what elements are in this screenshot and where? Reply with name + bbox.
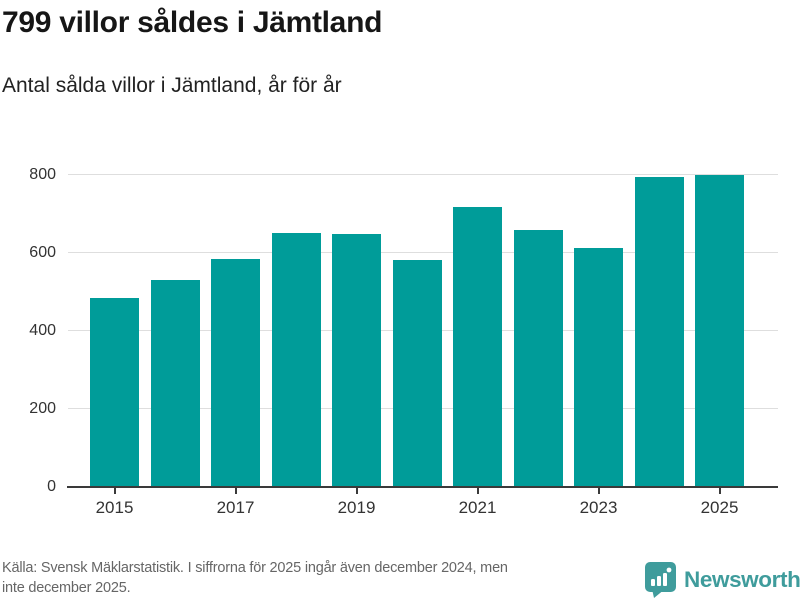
x-axis-line (67, 485, 778, 488)
x-tick-label-2021: 2021 (458, 497, 497, 517)
x-tick-2015 (113, 487, 116, 494)
x-tick-2021 (476, 487, 479, 494)
newsworthy-logo: Newsworthy (644, 561, 800, 598)
x-tick-label-2015: 2015 (95, 497, 134, 517)
bar-2022 (513, 230, 563, 487)
x-tick-label-2025: 2025 (700, 497, 739, 517)
chart-title: 799 villor såldes i Jämtland (2, 6, 383, 39)
y-tick-label-800: 800 (29, 165, 56, 183)
x-tick-2019 (355, 487, 358, 494)
source-note: Källa: Svensk Mäklarstatistik. I siffror… (2, 559, 508, 598)
bar-2016 (150, 279, 200, 487)
chart-subtitle: Antal sålda villor i Jämtland, år för år (2, 74, 342, 97)
x-tick-2023 (597, 487, 600, 494)
newsworthy-speech-bubble-chart-icon (644, 561, 677, 598)
bar-2021 (453, 207, 502, 487)
bar-2025 (695, 175, 744, 487)
x-tick-label-2019: 2019 (337, 497, 376, 517)
bar-2019 (332, 233, 381, 487)
gridline-800 (68, 173, 778, 176)
source-line-2: inte december 2025. (2, 579, 131, 596)
bar-2024 (634, 176, 684, 487)
bar-2020 (392, 259, 442, 487)
x-tick-2025 (718, 487, 721, 494)
source-line-1: Källa: Svensk Mäklarstatistik. I siffror… (2, 560, 508, 576)
x-tick-label-2017: 2017 (216, 497, 255, 517)
bar-2023 (574, 247, 623, 487)
y-tick-label-600: 600 (29, 243, 56, 261)
bar-2017 (211, 258, 260, 487)
bar-2015 (90, 297, 139, 487)
gridline-600 (68, 251, 778, 254)
y-tick-label-0: 0 (47, 477, 56, 495)
y-tick-label-400: 400 (29, 321, 56, 339)
bar-2018 (271, 233, 321, 487)
x-tick-2017 (234, 487, 237, 494)
y-tick-label-200: 200 (29, 399, 56, 417)
newsworthy-wordmark: Newsworthy (684, 566, 800, 592)
x-tick-label-2023: 2023 (579, 497, 618, 517)
